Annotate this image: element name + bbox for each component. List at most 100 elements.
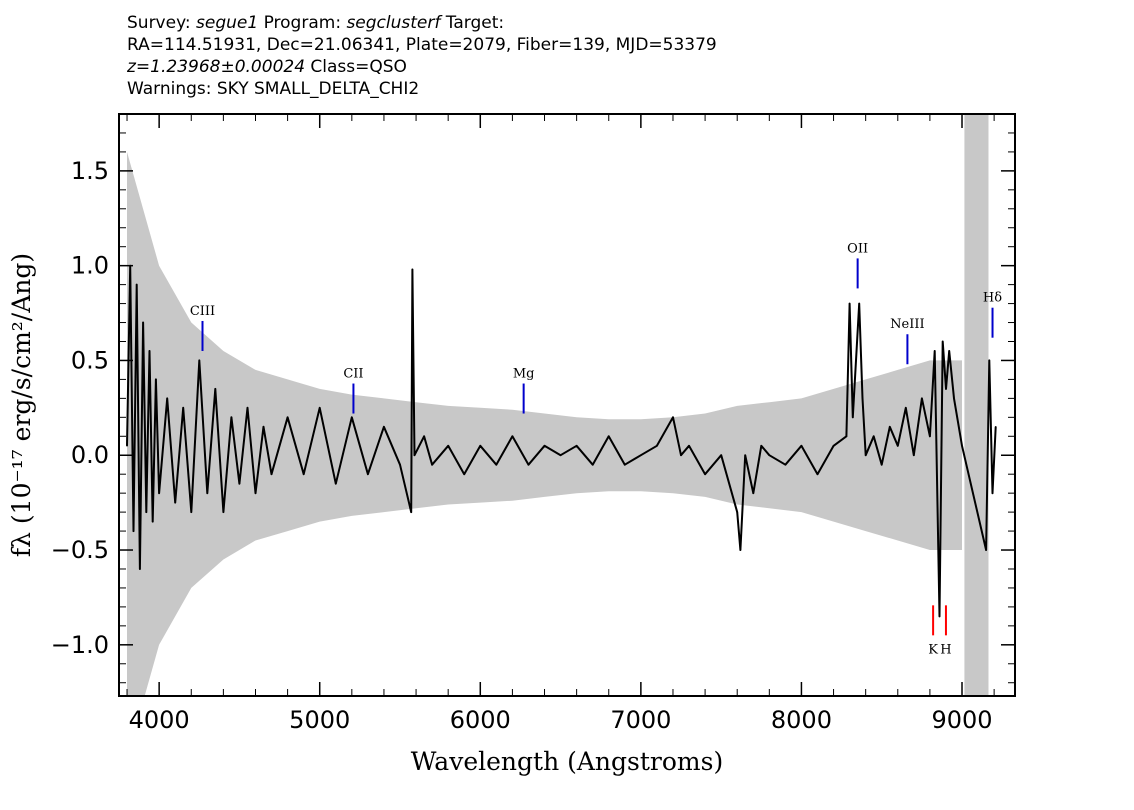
y-tick-label: 0.0 (71, 441, 109, 469)
flux-point (367, 473, 369, 475)
flux-point (624, 463, 626, 466)
flux-point (888, 426, 891, 428)
x-tick-label: 7000 (610, 706, 671, 734)
flux-point (410, 511, 413, 513)
flux-point (479, 444, 482, 447)
y-tick-label: 1.5 (71, 157, 109, 185)
flux-point (174, 501, 177, 504)
x-axis-title: Wavelength (Angstroms) (411, 747, 723, 776)
flux-point (148, 350, 151, 352)
target-label: Target: (440, 13, 505, 33)
flux-point (246, 407, 249, 409)
flux-point (411, 268, 414, 271)
flux-point (938, 615, 941, 618)
flux-point (739, 549, 742, 551)
x-tick-label: 6000 (450, 706, 511, 734)
header-line-redshift: z=1.23968±0.00024 Class=QSO (127, 56, 717, 78)
flux-point (286, 416, 289, 419)
flux-point (768, 454, 771, 457)
flux-point (744, 454, 747, 457)
flux-point (351, 416, 353, 419)
flux-point (760, 444, 763, 447)
flux-point (784, 463, 787, 466)
flux-point (861, 397, 864, 400)
program-label: Program: (258, 13, 347, 33)
flux-point (447, 444, 449, 447)
flux-point (158, 492, 160, 494)
y-axis: −1.0 −0.5 0.0 0.5 1.0 1.5 (51, 132, 1015, 684)
line-marker-label: OII (847, 241, 868, 256)
flux-point (302, 473, 305, 475)
y-tick-label: −0.5 (51, 536, 109, 564)
y-tick-label: 0.5 (71, 346, 109, 374)
error-band-area (127, 151, 962, 696)
flux-point (126, 444, 128, 447)
flux-point (688, 444, 690, 447)
flux-point (832, 444, 835, 447)
flux-point (855, 359, 857, 362)
flux-point (399, 463, 401, 466)
flux-point (991, 492, 994, 494)
flux-point (591, 463, 594, 466)
flux-point (198, 359, 201, 362)
flux-point (640, 454, 642, 457)
flux-point (262, 426, 265, 428)
flux-point (704, 473, 706, 475)
flux-point (230, 416, 233, 419)
flux-point (858, 302, 861, 305)
y-axis-title: fλ (10⁻¹⁷ erg/s/cm²/Ang) (7, 253, 36, 557)
flux-point (848, 302, 851, 305)
flux-point (206, 492, 209, 494)
flux-point (961, 444, 963, 447)
flux-point (985, 549, 987, 551)
flux-point (872, 435, 875, 438)
flux-point (495, 463, 498, 466)
flux-point (559, 454, 562, 457)
flux-point (720, 454, 722, 457)
flux-point (334, 482, 337, 485)
x-axis: 4000 5000 6000 7000 8000 9000 (126, 114, 995, 734)
flux-point (933, 350, 936, 352)
flux-point (816, 473, 819, 475)
flux-point (948, 350, 950, 352)
flux-point (905, 407, 907, 409)
flux-point (145, 511, 148, 513)
line-marker-label: Mg (513, 367, 535, 382)
flux-point (166, 397, 168, 400)
x-tick-label: 8000 (771, 706, 832, 734)
flux-point (852, 416, 854, 419)
survey-value: segue1 (196, 13, 259, 33)
line-marker-label: CIII (190, 304, 215, 319)
line-marker-label: NeIII (890, 317, 924, 332)
plot-frame (118, 113, 1016, 697)
flux-point (680, 454, 682, 457)
y-tick-label: −1.0 (51, 631, 109, 659)
flux-point (139, 568, 141, 570)
flux-point (151, 520, 154, 523)
flux-point (511, 435, 514, 438)
flux-point (864, 454, 867, 457)
survey-label: Survey: (127, 13, 197, 33)
flux-point (155, 378, 157, 381)
line-marker-label: CII (343, 367, 363, 382)
flux-point (656, 444, 658, 447)
flux-point (222, 511, 225, 513)
flux-point (752, 492, 755, 494)
flux-point (463, 473, 466, 475)
redshift-value: z=1.23968±0.00024 (127, 57, 306, 77)
flux-point (845, 435, 848, 438)
flux-series (126, 264, 997, 618)
flux-point (672, 416, 674, 419)
x-tick-label: 4000 (129, 706, 190, 734)
y-tick-label: 1.0 (71, 252, 109, 280)
flux-point (994, 426, 997, 428)
flux-point (953, 397, 955, 400)
flux-point (413, 454, 416, 457)
line-marker-label: Hδ (983, 291, 1002, 306)
flux-point (913, 454, 915, 457)
flux-point (383, 426, 385, 428)
masked-region (964, 114, 989, 696)
flux-point (736, 511, 739, 513)
header-line-coordinates: RA=114.51931, Dec=21.06341, Plate=2079, … (127, 35, 717, 55)
